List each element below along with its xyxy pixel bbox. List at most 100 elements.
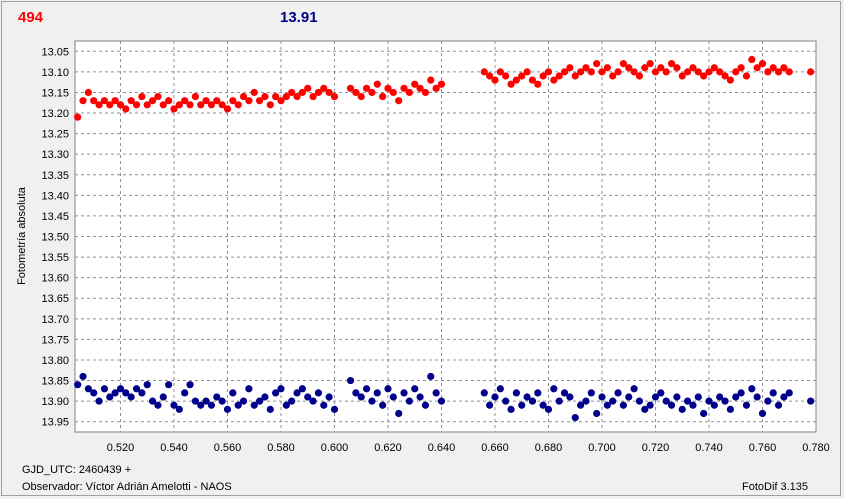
series1-point bbox=[298, 88, 306, 97]
series2-point bbox=[614, 389, 622, 397]
series1-point bbox=[207, 101, 216, 109]
series2-point bbox=[245, 385, 253, 393]
series2-point bbox=[566, 393, 574, 401]
y-tick-label: 13.80 bbox=[41, 355, 69, 367]
series2-point bbox=[427, 372, 435, 381]
series1-point bbox=[598, 68, 606, 76]
series2-point bbox=[90, 389, 98, 397]
series2-point bbox=[314, 389, 323, 397]
series1-point bbox=[673, 64, 681, 72]
series1-point bbox=[576, 68, 585, 76]
series2-point bbox=[523, 393, 531, 401]
series1-point bbox=[437, 80, 446, 88]
series1-point bbox=[748, 55, 756, 64]
y-tick-label: 13.40 bbox=[41, 190, 69, 202]
series2-point bbox=[710, 401, 718, 409]
series1-point bbox=[379, 92, 387, 101]
series1-point bbox=[261, 92, 269, 101]
series1-point bbox=[255, 97, 264, 105]
series1-point bbox=[90, 97, 98, 105]
series1-point bbox=[502, 72, 510, 80]
grid-lines bbox=[75, 41, 817, 432]
series1-point bbox=[507, 80, 515, 88]
x-tick-label: 0.760 bbox=[749, 442, 777, 454]
x-tick-label: 0.700 bbox=[588, 442, 616, 454]
x-tick-label: 0.620 bbox=[374, 442, 402, 454]
series2-point bbox=[609, 397, 617, 405]
observer-label: Observador: Víctor Adrián Amelotti - NAO… bbox=[22, 481, 232, 493]
series2-point bbox=[587, 389, 595, 397]
y-tick-label: 13.20 bbox=[41, 108, 69, 120]
series2-value-label: 13.91 bbox=[280, 9, 318, 26]
series1-point bbox=[229, 97, 237, 105]
series1-point bbox=[710, 64, 718, 72]
series2-point bbox=[785, 389, 793, 397]
series1-point bbox=[630, 68, 638, 76]
series1-point bbox=[528, 76, 537, 84]
series1-point bbox=[384, 84, 392, 92]
series1-point bbox=[721, 72, 729, 80]
series1-point bbox=[282, 92, 290, 101]
series1-point bbox=[272, 92, 280, 101]
series1-point bbox=[683, 68, 692, 76]
series1-point bbox=[127, 97, 135, 105]
series2-point bbox=[518, 401, 526, 409]
series2-point bbox=[774, 401, 783, 409]
series2-point bbox=[111, 389, 119, 397]
series2-point bbox=[411, 385, 419, 393]
series2-point bbox=[207, 401, 216, 409]
series2-point bbox=[753, 393, 761, 401]
series1-point bbox=[191, 92, 199, 101]
y-tick-label: 13.10 bbox=[41, 67, 69, 79]
series2-point bbox=[405, 397, 413, 405]
series1-point bbox=[288, 88, 296, 97]
series1-point bbox=[213, 97, 221, 105]
series1-point bbox=[486, 72, 494, 80]
series2-point bbox=[764, 397, 772, 405]
series1-value-label: 494 bbox=[18, 9, 44, 26]
series2-point bbox=[737, 389, 745, 397]
series1-point bbox=[266, 101, 274, 109]
x-tick-label: 0.600 bbox=[321, 442, 349, 454]
series1-point bbox=[277, 97, 285, 105]
series1-point bbox=[523, 68, 531, 76]
series1-point bbox=[368, 88, 376, 97]
series2-point bbox=[641, 405, 649, 413]
series1-point bbox=[753, 64, 761, 72]
series2-point bbox=[502, 397, 510, 405]
series1-point bbox=[330, 92, 339, 101]
series1-point bbox=[304, 84, 312, 92]
series2-point bbox=[154, 401, 162, 409]
series1-point bbox=[395, 97, 403, 105]
series1-point bbox=[716, 68, 724, 76]
series1-point bbox=[694, 68, 702, 76]
series2-point bbox=[379, 401, 387, 409]
series2-point bbox=[512, 389, 520, 397]
x-tick-label: 0.580 bbox=[267, 442, 295, 454]
series1-point bbox=[202, 97, 210, 105]
series1-point bbox=[700, 72, 708, 80]
y-tick-label: 13.75 bbox=[41, 334, 69, 346]
series1-point bbox=[555, 72, 563, 80]
series1-point bbox=[181, 97, 189, 105]
series1-point bbox=[667, 60, 676, 68]
y-tick-label: 13.85 bbox=[41, 376, 69, 388]
series1-point bbox=[651, 68, 660, 76]
series2-point bbox=[491, 393, 499, 401]
series2-point bbox=[373, 389, 381, 397]
series2-point bbox=[138, 389, 146, 397]
series2-point bbox=[544, 405, 553, 413]
series2-point bbox=[74, 381, 82, 389]
series2-point bbox=[582, 397, 590, 405]
series1-point bbox=[239, 92, 248, 101]
series1-point bbox=[518, 72, 526, 80]
series1-point bbox=[678, 72, 686, 80]
series1-point bbox=[780, 64, 788, 72]
y-tick-label: 13.90 bbox=[41, 396, 69, 408]
series2-point bbox=[368, 397, 376, 405]
gjd-label: GJD_UTC: 2460439 + bbox=[22, 464, 132, 476]
series2-point bbox=[598, 393, 606, 401]
series2-point bbox=[293, 389, 301, 397]
series1-point bbox=[566, 64, 574, 72]
